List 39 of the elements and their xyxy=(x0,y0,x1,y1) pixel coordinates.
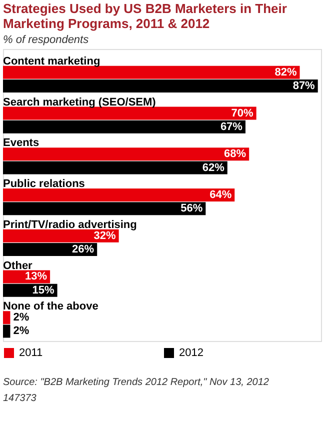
bar xyxy=(3,311,10,324)
data-label: 2% xyxy=(13,325,30,338)
bar xyxy=(3,324,10,338)
bar xyxy=(3,242,98,256)
data-label: 67% xyxy=(220,120,243,133)
data-label: 87% xyxy=(292,80,316,92)
chart-title: Strategies Used by US B2B Marketers in Their Marketing Programs, 2011 & 2012 xyxy=(3,1,287,31)
bar xyxy=(3,161,228,174)
y-tick-label: Other xyxy=(3,260,34,272)
data-label: 70% xyxy=(231,107,254,120)
data-label: 64% xyxy=(210,189,232,201)
data-label: 26% xyxy=(72,243,94,256)
bar xyxy=(3,80,318,93)
source-note: Source: "B2B Marketing Trends 2012 Report," Nov 13, 2012 xyxy=(3,377,270,388)
bar xyxy=(3,188,235,202)
data-label: 32% xyxy=(94,230,116,242)
data-label: 82% xyxy=(274,66,297,78)
bar xyxy=(3,148,250,161)
y-tick-label: None of the above xyxy=(3,300,98,313)
text: 147373 xyxy=(3,393,37,404)
data-label: 56% xyxy=(180,202,203,215)
bar xyxy=(3,66,300,79)
legend-label: 2012 xyxy=(179,347,204,359)
legend-label: 2011 xyxy=(19,347,43,359)
bar xyxy=(3,120,246,134)
data-label: 15% xyxy=(32,284,54,296)
bar xyxy=(3,202,206,216)
y-tick-label: Search marketing (SEO/SEM) xyxy=(3,96,156,108)
data-label: 68% xyxy=(224,148,246,160)
y-tick-label: Print/TV/radio advertising xyxy=(3,218,137,231)
y-tick-label: Public relations xyxy=(3,178,85,190)
y-tick-label: Content marketing xyxy=(3,55,100,68)
y-tick-label: Events xyxy=(3,137,40,150)
bar xyxy=(3,106,256,120)
bar xyxy=(3,229,119,242)
data-label: 62% xyxy=(202,162,225,174)
data-label: 13% xyxy=(25,270,48,283)
chart-subtitle: % of respondents xyxy=(3,34,90,46)
data-label: 2% xyxy=(13,312,30,324)
